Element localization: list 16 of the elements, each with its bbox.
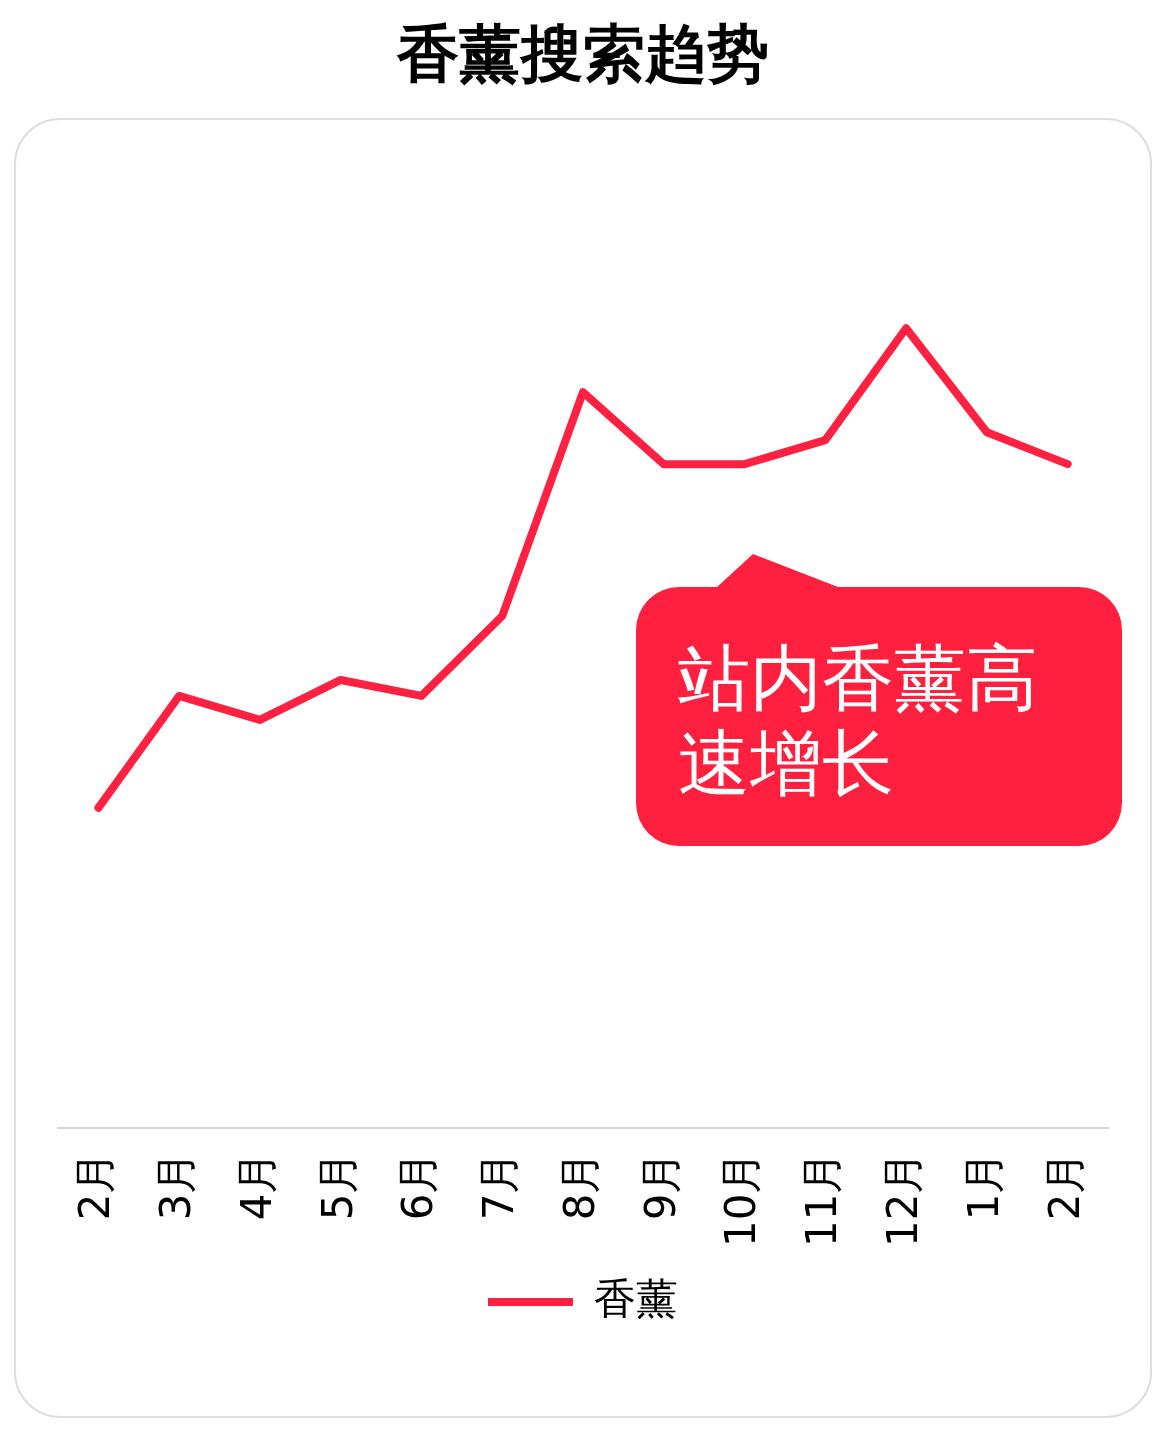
x-tick-label: 6月 [393,1151,443,1221]
x-tick-label: 11月 [797,1151,847,1248]
x-tick-label: 9月 [635,1151,685,1221]
x-tick-label: 4月 [231,1151,281,1221]
x-tick-label: 7月 [474,1151,524,1221]
x-tick-label: 10月 [716,1151,766,1248]
x-tick-label: 1月 [958,1151,1008,1221]
x-tick-label: 5月 [312,1151,362,1221]
x-tick-label: 3月 [151,1151,201,1221]
annotation: 站内香薰高速增长 [678,636,1039,806]
x-tick-label: 12月 [877,1151,927,1248]
legend-label: 香薰 [594,1273,678,1323]
x-tick-label: 2月 [70,1151,120,1221]
chart-title: 香薰搜索趋势 [396,17,769,91]
x-tick-label: 2月 [1039,1151,1089,1221]
x-tick-label: 8月 [554,1151,604,1221]
